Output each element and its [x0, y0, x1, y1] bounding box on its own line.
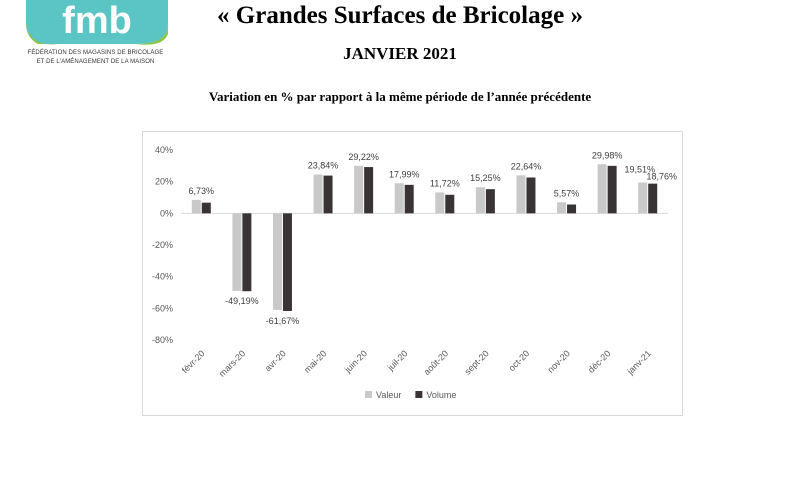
x-tick-label: août-20: [422, 348, 451, 377]
y-tick-label: 0%: [160, 208, 173, 218]
x-tick-label: juin-20: [342, 348, 369, 375]
x-tick-label: déc-20: [586, 348, 613, 375]
bar-volume: [445, 194, 455, 214]
bar-valeur: [516, 175, 526, 214]
bar-valeur: [597, 164, 607, 214]
logo-graphic: fmb: [26, 0, 168, 45]
y-tick-label: -80%: [152, 335, 173, 345]
legend-label-volume: Volume: [426, 390, 456, 400]
bar-valeur: [475, 187, 485, 214]
x-tick-label: mars-20: [217, 348, 247, 378]
data-label: 23,84%: [308, 161, 339, 171]
legend-label-valeur: Valeur: [376, 390, 401, 400]
x-tick-label: sept-20: [462, 348, 490, 376]
bar-volume: [485, 189, 495, 214]
data-label: 17,99%: [389, 169, 420, 179]
bar-volume: [201, 202, 211, 214]
y-tick-label: 40%: [155, 145, 173, 155]
bar-volume: [404, 184, 414, 214]
bar-volume: [364, 167, 374, 214]
bar-valeur: [191, 199, 201, 214]
bar-valeur: [394, 183, 404, 214]
x-tick-label: mai-20: [302, 348, 329, 375]
bar-volume: [282, 213, 292, 311]
data-label: 29,98%: [592, 150, 623, 160]
bar-valeur: [557, 202, 567, 214]
fmb-logo: fmb FÉDÉRATION DES MAGASINS DE BRICOLAGE…: [18, 0, 173, 80]
bar-volume: [648, 183, 658, 214]
y-tick-label: -40%: [152, 272, 173, 282]
y-tick-label: -20%: [152, 240, 173, 250]
logo-caption-line1: FÉDÉRATION DES MAGASINS DE BRICOLAGE: [27, 50, 164, 56]
data-label: 11,72%: [430, 178, 460, 188]
x-tick-label: janv-21: [624, 348, 653, 377]
x-tick-label: oct-20: [507, 348, 532, 373]
x-tick-label: nov-20: [545, 348, 572, 375]
data-label: 5,57%: [554, 188, 580, 198]
data-label: 29,22%: [348, 152, 379, 162]
bar-volume: [567, 204, 577, 214]
data-label: 22,64%: [511, 161, 542, 171]
data-label: 19,51%: [624, 164, 655, 174]
x-tick-label: févr-20: [180, 348, 207, 375]
y-tick-label: 20%: [155, 177, 173, 187]
data-label: 18,76%: [646, 172, 677, 182]
legend-swatch-volume: [415, 391, 423, 398]
bar-chart: 40% 20% 0% -20% -40% -60% -80% févr-20 mars-20 av…: [152, 145, 677, 400]
bar-volume: [526, 177, 536, 214]
report-period: JANVIER 2021: [343, 44, 457, 63]
bar-valeur: [232, 213, 242, 291]
bar-valeur: [435, 192, 445, 214]
x-tick-label: avr-20: [263, 348, 288, 373]
data-label: -49,19%: [225, 296, 259, 306]
page-title: « Grandes Surfaces de Bricolage »: [217, 2, 583, 29]
y-tick-label: -60%: [152, 303, 173, 313]
bar-volume: [323, 175, 333, 214]
bar-valeur: [638, 182, 648, 214]
bar-volume: [242, 213, 252, 292]
bar-valeur: [313, 174, 323, 214]
chart-frame: 40% 20% 0% -20% -40% -60% -80% févr-20 mars-20 av…: [142, 131, 683, 416]
data-label: 15,25%: [470, 173, 501, 183]
logo-text: fmb: [62, 0, 132, 42]
x-tick-label: juil-20: [385, 348, 410, 373]
data-label: -61,67%: [266, 316, 300, 326]
bar-valeur: [354, 165, 364, 214]
logo-caption-line2: ET DE L'AMÉNAGEMENT DE LA MAISON: [36, 59, 155, 65]
legend-swatch-valeur: [365, 391, 372, 398]
data-label: 6,73%: [189, 186, 215, 196]
bar-valeur: [272, 213, 282, 310]
bar-volume: [607, 165, 617, 214]
chart-subtitle: Variation en % par rapport à la même pér…: [208, 89, 592, 104]
